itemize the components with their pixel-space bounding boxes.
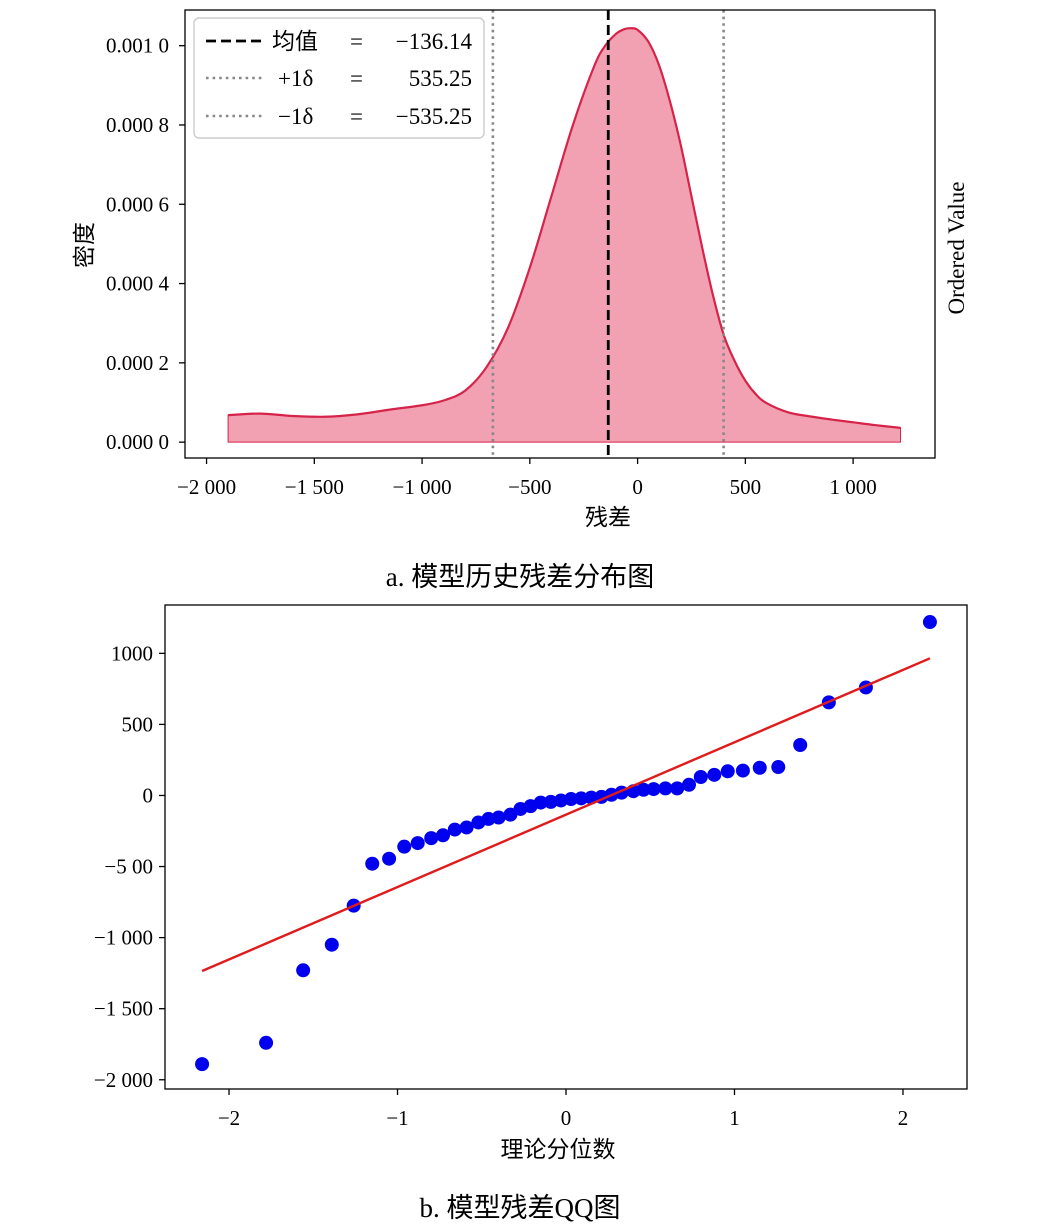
qq-point (564, 792, 579, 807)
chart-a-y-tick-label: 0.000 0 (106, 430, 169, 454)
qq-point (735, 763, 750, 778)
legend-mean-eq: = (350, 29, 363, 54)
chart-b-x-tick-label: 0 (561, 1106, 572, 1130)
qq-point (436, 828, 450, 843)
chart-b-y-tick-label: −5 00 (104, 855, 153, 879)
qq-point (447, 822, 462, 837)
chart-a-y-ticks: 0.000 0 0.000 2 0.000 4 0.000 6 0.000 8 0.001… (106, 34, 185, 454)
chart-b-x-tick-label: −2 (218, 1106, 240, 1130)
chart-a-x-ticks: −2 000 −1 500 −1 000 −500 0 500 1 000 (177, 458, 877, 499)
chart-b-x-tick-label: −1 (386, 1106, 408, 1130)
legend-plus-eq: = (350, 66, 363, 91)
qq-point (459, 820, 474, 835)
chart-a-x-tick-label: −1 000 (393, 475, 452, 499)
chart-b-y-tick-label: 0 (143, 783, 154, 807)
chart-b-y-tick-label: 500 (122, 712, 154, 736)
chart-a-frame (184, 9, 936, 459)
chart-a-y-tick-label: 0.000 6 (106, 192, 169, 216)
chart-a-y-label: 密度 (72, 222, 97, 268)
legend-mean-value: −136.14 (396, 29, 473, 54)
chart-a-x-tick-label: 1 000 (829, 475, 876, 499)
qq-point (397, 839, 412, 854)
chart-b-y-ticks: 1000 500 0 −5 00 −1 000 −1 500 −2 000 (94, 641, 165, 1092)
qq-point (636, 782, 651, 797)
legend-box (193, 17, 485, 139)
qq-point (646, 782, 661, 797)
qq-point (365, 856, 380, 871)
qq-point (771, 760, 786, 775)
chart-a-x-tick-label: 500 (730, 475, 762, 499)
chart-a-x-tick-label: 0 (632, 475, 643, 499)
legend-plus-value: 535.25 (409, 66, 472, 91)
qq-point (574, 791, 589, 806)
qq-reference-line (201, 657, 931, 973)
qq-point (658, 781, 673, 796)
qq-point (533, 795, 548, 810)
chart-b-y-tick-label: −1 000 (94, 926, 153, 950)
chart-a-y-tick-label: 0.000 2 (106, 351, 169, 375)
qq-point (410, 836, 425, 851)
caption-b: b. 模型残差QQ图 (420, 1193, 621, 1223)
qq-point (382, 851, 397, 866)
qq-point (195, 1057, 210, 1072)
qq-point (259, 1035, 274, 1050)
chart-b-x-ticks: −2 −1 0 1 2 (218, 1089, 908, 1130)
chart-a-x-tick-label: −1 500 (285, 475, 344, 499)
chart-a-x-label: 残差 (585, 505, 631, 530)
qq-point (424, 831, 439, 846)
qq-points (195, 615, 937, 1072)
chart-a-x-tick-label: −2 000 (177, 475, 236, 499)
qq-point (922, 615, 937, 630)
chart-a-y-tick-label: 0.000 8 (106, 113, 169, 137)
qq-point (296, 963, 311, 978)
chart-b-y-tick-label: 1000 (111, 641, 153, 665)
chart-b-x-label: 理论分位数 (501, 1137, 616, 1162)
legend-minus-value: −535.25 (396, 104, 472, 129)
chart-b-x-tick-label: 1 (729, 1106, 740, 1130)
chart-b-frame (164, 604, 968, 1090)
legend-mean-label: 均值 (272, 29, 318, 54)
chart-b-x-tick-label: 2 (898, 1106, 909, 1130)
chart-b-y-tick-label: −1 500 (94, 997, 153, 1021)
chart-a-kde: −2 000 −1 500 −1 000 −500 0 500 1 000 0.000 00… (72, 9, 969, 592)
caption-a: a. 模型历史残差分布图 (386, 562, 654, 592)
chart-a-y-tick-label: 0.001 0 (106, 34, 169, 58)
qq-point (693, 769, 708, 784)
qq-point (682, 777, 696, 792)
chart-a-x-tick-label: −500 (508, 475, 551, 499)
qq-point (707, 767, 722, 782)
legend-plus-label: +1δ (278, 66, 313, 91)
qq-point (670, 781, 685, 796)
qq-point (491, 810, 506, 825)
qq-point (752, 760, 767, 775)
legend-minus-label: −1δ (278, 104, 313, 129)
legend: 均值 = −136.14 +1δ = 535.25 −1δ = −535.25 (193, 17, 485, 139)
legend-minus-eq: = (350, 104, 363, 129)
qq-point (720, 764, 735, 779)
chart-b-y-tick-label: −2 000 (94, 1068, 153, 1092)
kde-curve (228, 27, 901, 429)
qq-point (324, 937, 339, 952)
chart-a-y-tick-label: 0.000 4 (106, 272, 170, 296)
qq-point (793, 738, 808, 753)
chart-a-right-label: Ordered Value (944, 181, 969, 314)
